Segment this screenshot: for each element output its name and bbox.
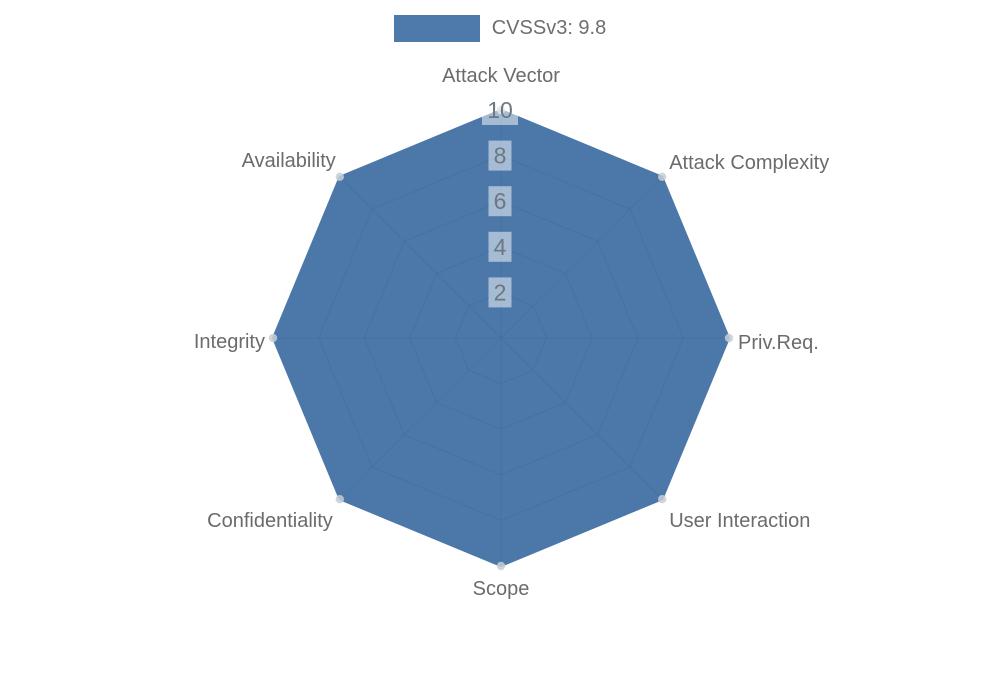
axis-label-integrity: Integrity — [194, 331, 265, 353]
axis-label-attack-complexity: Attack Complexity — [669, 152, 829, 174]
tick-label: 8 — [494, 143, 507, 169]
legend-swatch — [393, 15, 480, 42]
chart-legend: CVSSv3: 9.8 — [0, 15, 1000, 42]
axis-label-attack-vector: Attack Vector — [442, 65, 560, 87]
vertex-marker — [658, 172, 667, 181]
tick-backdrop — [488, 140, 512, 171]
tick-label: 10 — [487, 97, 513, 123]
tick-backdrop — [488, 231, 512, 262]
tick-backdrop — [488, 186, 512, 217]
vertex-marker — [496, 561, 506, 571]
vertex-marker — [335, 172, 344, 181]
legend-label: CVSSv3: 9.8 — [491, 17, 607, 39]
tick-backdrop — [482, 95, 518, 125]
vertex-marker — [724, 333, 734, 343]
tick-label: 2 — [494, 279, 507, 305]
axis-label-user-interaction: User Interaction — [669, 510, 810, 532]
tick-label: 4 — [494, 234, 507, 260]
vertex-marker — [658, 495, 667, 504]
axis-label-availability: Availability — [242, 150, 336, 172]
legend-item-cvssv3[interactable]: CVSSv3: 9.8 — [393, 15, 607, 42]
vertex-marker — [335, 495, 344, 504]
tick-label: 6 — [494, 188, 507, 214]
tick-backdrop — [488, 277, 512, 308]
axis-label-scope: Scope — [473, 578, 530, 600]
axis-label-confidentiality: Confidentiality — [207, 510, 333, 532]
axis-label-priv-req: Priv.Req. — [738, 332, 819, 354]
vertex-marker — [268, 333, 278, 343]
